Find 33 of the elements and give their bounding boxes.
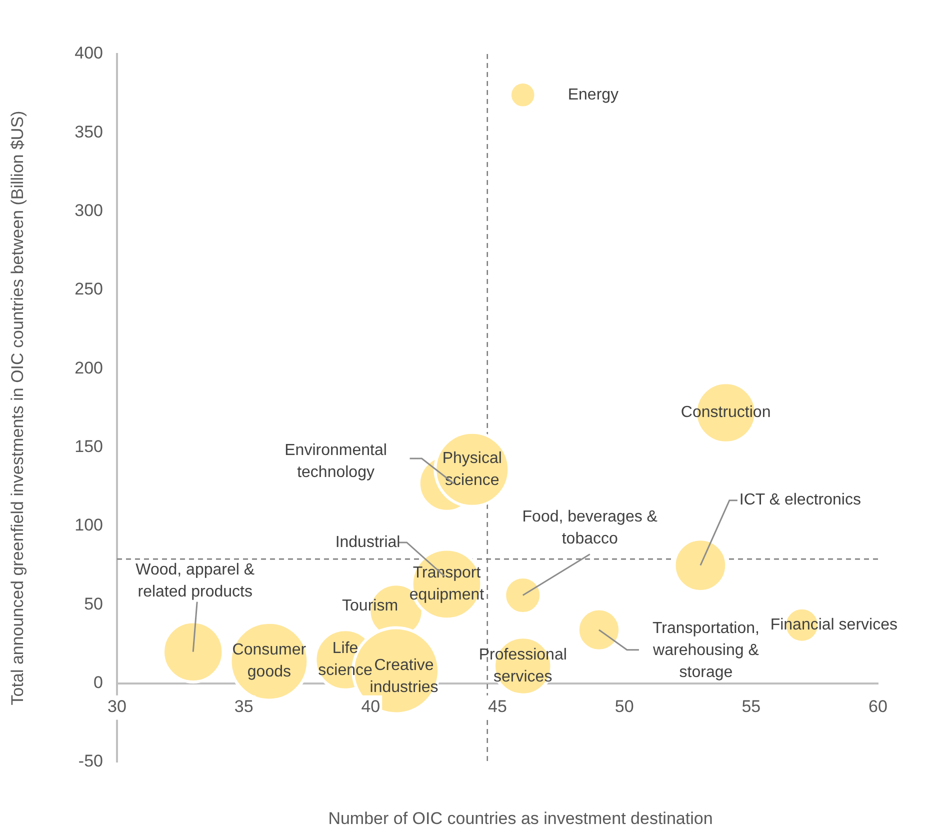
x-tick-label: 50 <box>614 697 634 716</box>
series-label: Transport equipment <box>409 564 485 604</box>
y-tick-label: 100 <box>74 516 103 535</box>
series-label: Physical science <box>442 450 502 489</box>
x-axis-title: Number of OIC countries as investment destination <box>327 808 714 830</box>
y-tick-label: 350 <box>74 122 103 142</box>
y-tick-label: 250 <box>74 280 103 299</box>
text: Energy <box>568 86 619 104</box>
series-label: Consumer goods <box>232 642 307 681</box>
series-label: Food, beverages & tobacco <box>522 508 658 548</box>
x-tick-label: 30 <box>108 697 126 716</box>
y-tick-label: 50 <box>84 594 103 614</box>
y-axis-title: Total announced greenfield investments in OIC countries between (Billion $US) <box>8 110 27 706</box>
series-label: Professional services <box>478 646 567 686</box>
text: Transportation, warehousing & storage <box>652 620 760 682</box>
text: ICT & electronics <box>739 492 861 509</box>
text: Wood, apparel & related products <box>136 561 255 600</box>
y-tick-label: 0 <box>94 673 103 692</box>
y-tick-label: 150 <box>74 437 103 456</box>
y-tick-label: 400 <box>74 44 103 63</box>
series-label: Financial services <box>770 616 898 634</box>
annotation: Industrial <box>335 534 400 551</box>
x-tick-label: 55 <box>742 697 761 716</box>
series-label: Tourism <box>342 597 398 614</box>
x-tick-label: 40 <box>361 697 380 716</box>
y-tick-label: -50 <box>78 752 103 771</box>
x-tick-label: 60 <box>868 697 888 716</box>
x-tick-label: 45 <box>488 697 507 716</box>
series-label: Construction <box>680 404 771 422</box>
y-tick-label: 300 <box>74 201 103 220</box>
y-tick-label: 200 <box>74 358 103 378</box>
x-tick-label: 35 <box>234 697 254 716</box>
text: Environmental technology <box>284 442 387 481</box>
